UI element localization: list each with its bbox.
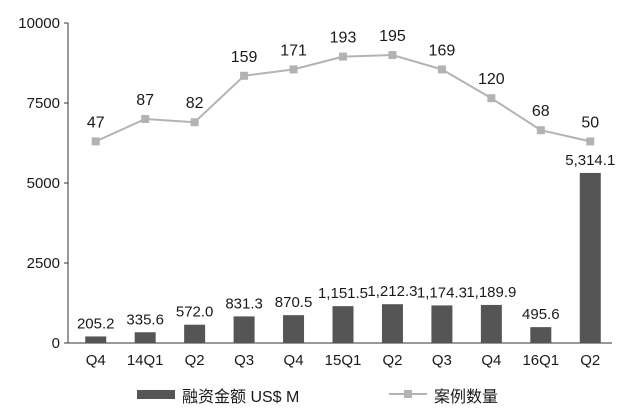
- line-data-label: 68: [532, 103, 550, 120]
- line-data-label: 169: [429, 42, 456, 59]
- legend: 融资金额 US$ M 案例数量: [137, 388, 498, 406]
- line-data-label: 171: [280, 42, 307, 59]
- line-data-label: 82: [186, 95, 204, 112]
- bar: [381, 304, 403, 343]
- x-tick-label: 14Q1: [127, 352, 164, 369]
- bar-data-label: 335.6: [126, 311, 164, 328]
- y-tick-label: 5000: [27, 175, 60, 192]
- bar-data-label: 1,151.5: [318, 285, 368, 302]
- bar: [579, 172, 601, 343]
- x-axis: Q4 14Q1 Q2 Q3 Q4 15Q1 Q2 Q3 Q4 16Q1 Q2: [68, 342, 612, 369]
- line-marker: [339, 52, 347, 61]
- bar: [431, 305, 453, 343]
- line-data-label: 47: [87, 114, 105, 131]
- series-line: [95, 53, 591, 143]
- line-data-label: 120: [478, 71, 505, 88]
- x-tick-label: Q2: [382, 352, 402, 369]
- bar: [480, 304, 502, 343]
- bar-data-label: 495.6: [522, 306, 560, 323]
- bar-data-label: 870.5: [275, 294, 313, 311]
- line-data-label: 50: [581, 114, 599, 131]
- bar: [233, 316, 255, 343]
- x-tick-label: Q4: [86, 352, 106, 369]
- line-series: 47 87 82 159 171 193 195 169 120 68 50: [87, 28, 599, 146]
- bar-data-label: 205.2: [77, 315, 115, 332]
- line-marker: [437, 65, 446, 74]
- x-tick-label: Q2: [185, 352, 205, 369]
- y-tick-label: 2500: [27, 255, 60, 272]
- line-data-label: 87: [136, 92, 154, 109]
- line-marker: [240, 71, 249, 80]
- bar-data-label: 831.3: [225, 295, 263, 312]
- line-marker: [536, 126, 545, 135]
- line-marker: [190, 118, 199, 127]
- bar: [332, 306, 354, 343]
- bar: [134, 332, 156, 343]
- line-marker: [487, 94, 496, 103]
- x-tick-label: Q2: [580, 352, 600, 369]
- bar-data-label: 572.0: [176, 304, 214, 321]
- legend-line-marker: [404, 390, 412, 398]
- bar: [184, 324, 206, 343]
- bar-data-label: 1,174.3: [417, 284, 467, 301]
- y-axis: 0 2500 5000 7500 10000: [18, 15, 69, 352]
- bar-data-label: 1,189.9: [466, 284, 516, 301]
- line-marker: [388, 51, 397, 59]
- line-marker: [91, 137, 100, 146]
- bar-data-label: 5,314.1: [565, 152, 615, 169]
- x-tick-label: Q3: [234, 352, 254, 369]
- legend-bar-swatch: [137, 390, 175, 399]
- legend-bar-label: 融资金额 US$ M: [182, 388, 299, 406]
- x-tick-label: Q4: [284, 352, 304, 369]
- line-marker: [289, 65, 298, 74]
- line-data-label: 195: [379, 28, 406, 45]
- bar-series: 205.2 335.6 572.0 831.3 870.51,151.5 1,212.3 1…: [77, 152, 615, 343]
- line-data-label: 159: [231, 49, 258, 66]
- x-tick-label: Q3: [432, 352, 452, 369]
- x-tick-label: 16Q1: [522, 352, 559, 369]
- line-data-label: 193: [330, 30, 357, 47]
- bar-data-label: 1,212.3: [367, 283, 417, 300]
- y-tick-label: 0: [52, 335, 60, 352]
- line-marker: [586, 137, 595, 146]
- y-tick-label: 7500: [27, 95, 60, 112]
- bar: [530, 327, 552, 343]
- bar: [85, 336, 107, 343]
- line-marker: [141, 115, 150, 123]
- legend-line-label: 案例数量: [434, 388, 498, 406]
- bar: [283, 315, 305, 343]
- x-tick-label: Q4: [481, 352, 501, 369]
- y-tick-label: 10000: [18, 15, 60, 32]
- x-tick-label: 15Q1: [325, 352, 362, 369]
